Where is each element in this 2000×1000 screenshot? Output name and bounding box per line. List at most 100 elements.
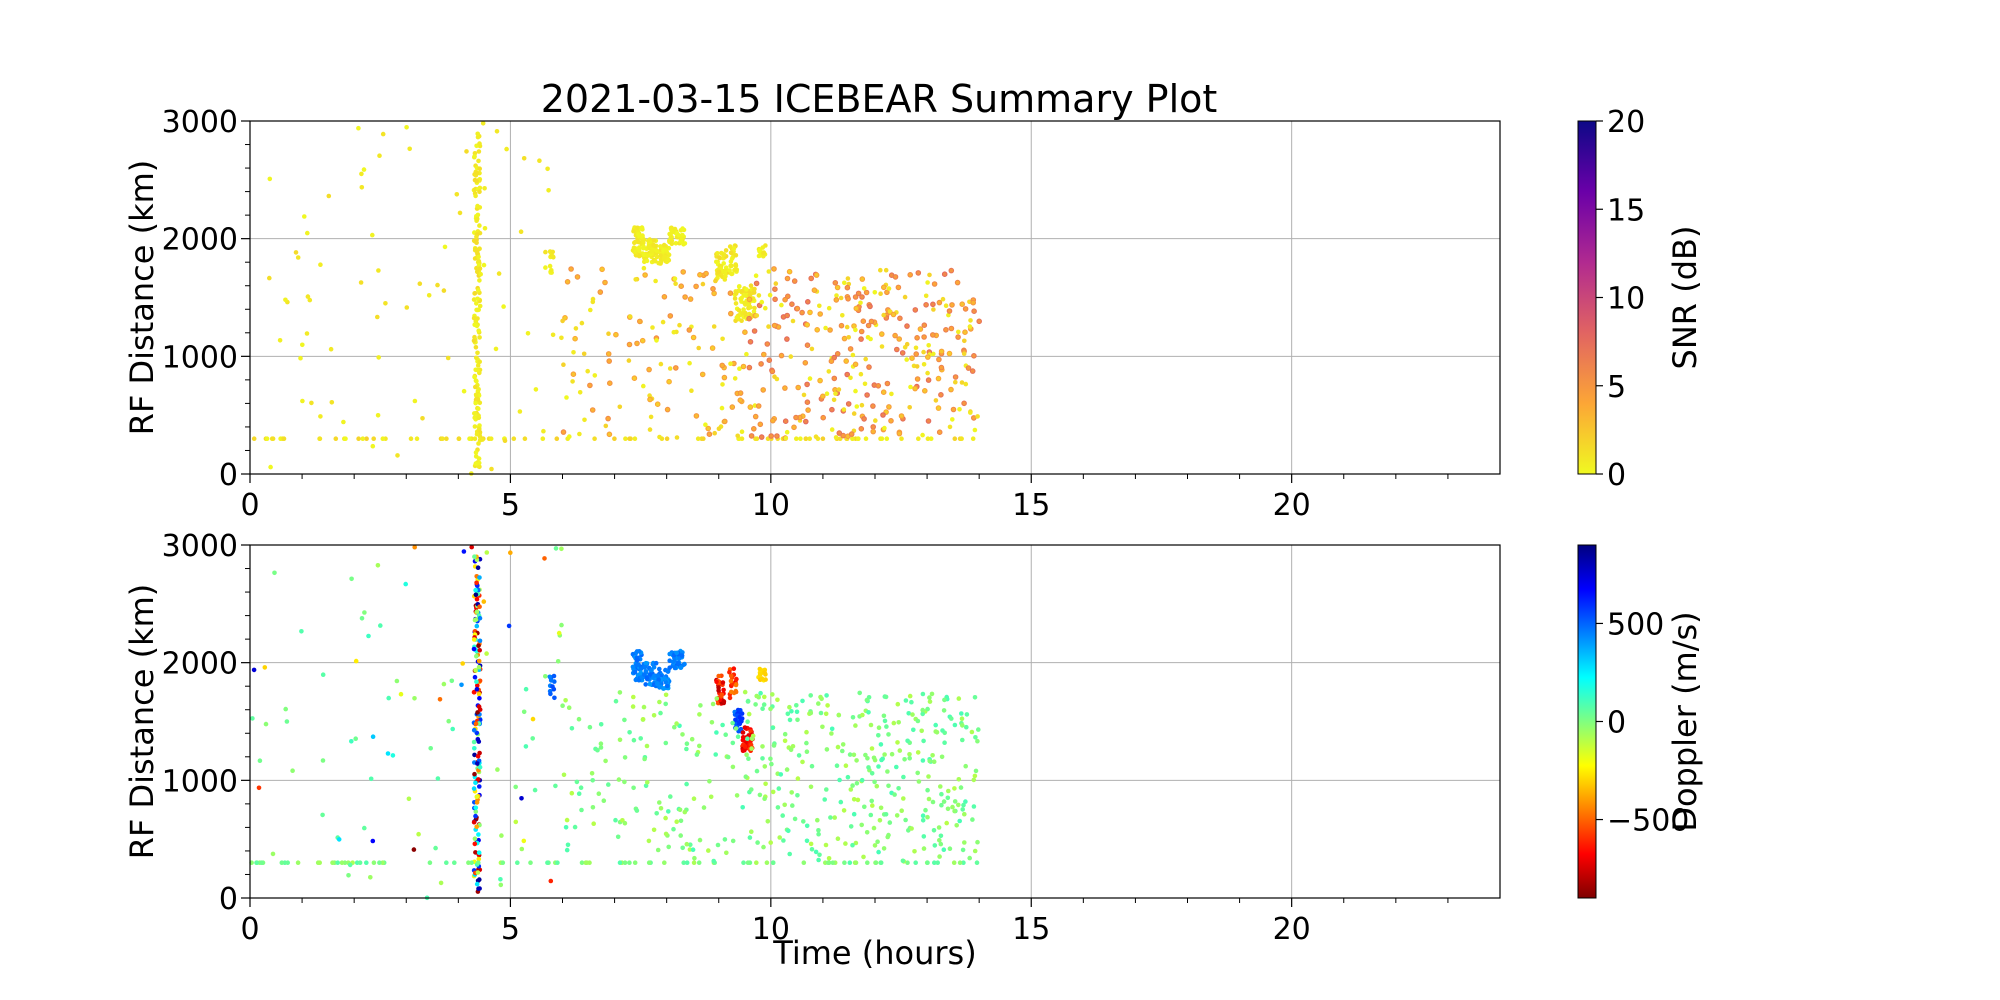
data-point (676, 233, 681, 238)
data-point (816, 701, 821, 706)
data-point (473, 461, 479, 466)
data-point (752, 286, 757, 292)
x-tick-label: 0 (240, 912, 259, 947)
data-point (474, 881, 480, 887)
data-point (647, 681, 653, 687)
data-point (792, 816, 798, 822)
data-point (909, 355, 915, 362)
data-point (631, 785, 636, 791)
data-point (473, 587, 478, 593)
y-tick-label: 3000 (162, 529, 238, 564)
data-point (634, 340, 640, 347)
data-point (548, 878, 554, 884)
data-point (701, 436, 706, 442)
data-point (953, 379, 958, 385)
data-point (854, 781, 860, 786)
data-point (747, 835, 753, 840)
data-point (875, 383, 882, 389)
data-point (823, 711, 829, 717)
data-point (665, 669, 671, 674)
data-point (744, 287, 749, 292)
data-point (697, 743, 702, 749)
data-point (477, 359, 483, 365)
data-point (596, 791, 602, 796)
data-point (745, 719, 750, 724)
x-tick-label: 20 (1273, 488, 1311, 523)
data-point (504, 146, 509, 152)
data-point (648, 414, 654, 420)
data-point (740, 363, 747, 370)
data-point (850, 436, 855, 442)
data-point (724, 850, 729, 856)
data-point (762, 694, 767, 700)
data-point (475, 269, 480, 275)
data-point (472, 322, 478, 328)
colorbar-gradient (1577, 120, 1597, 475)
data-point (476, 456, 482, 461)
data-point (909, 699, 914, 705)
data-point (427, 860, 433, 865)
data-point (923, 807, 928, 813)
data-point (647, 393, 652, 398)
data-point (875, 839, 880, 844)
data-point (937, 838, 942, 843)
data-point (489, 466, 494, 472)
data-point (375, 314, 380, 320)
data-point (775, 697, 780, 703)
data-point (471, 786, 477, 791)
data-point (475, 296, 480, 302)
data-point (877, 818, 883, 823)
data-point (476, 287, 481, 293)
data-point (817, 852, 822, 858)
data-point (476, 158, 481, 164)
data-point (551, 686, 557, 692)
data-point (818, 694, 823, 700)
data-point (881, 846, 887, 851)
data-point (859, 294, 865, 300)
data-point (842, 280, 847, 286)
data-point (869, 798, 874, 804)
data-point (597, 289, 604, 295)
data-point (263, 721, 269, 727)
data-point (499, 833, 504, 838)
data-point (498, 882, 504, 888)
data-point (644, 743, 650, 749)
data-point (380, 131, 386, 137)
data-point (662, 676, 667, 681)
data-point (807, 376, 813, 381)
data-point (844, 371, 851, 378)
data-point (257, 758, 263, 763)
data-point (606, 358, 613, 364)
data-point (832, 280, 839, 286)
data-point (748, 433, 755, 439)
data-point (647, 672, 653, 677)
data-point (513, 784, 518, 790)
data-point (789, 301, 795, 308)
data-point (521, 838, 527, 844)
data-point (826, 856, 832, 861)
data-point (727, 695, 733, 701)
data-point (863, 289, 870, 296)
data-point (858, 371, 864, 377)
data-point (970, 299, 977, 306)
data-point (746, 756, 751, 761)
data-point (481, 262, 487, 268)
data-point (570, 379, 575, 384)
data-point (469, 860, 474, 865)
data-points (249, 544, 981, 901)
data-point (766, 269, 772, 274)
data-point (716, 255, 722, 260)
data-point (772, 296, 778, 303)
data-point (776, 786, 782, 791)
data-point (896, 430, 903, 437)
data-point (644, 258, 650, 264)
data-point (906, 711, 911, 716)
data-point (961, 860, 966, 865)
data-point (435, 776, 441, 781)
data-point (896, 786, 901, 791)
data-point (782, 802, 787, 808)
data-point (942, 697, 947, 703)
data-point (801, 819, 806, 824)
data-point (408, 436, 414, 442)
